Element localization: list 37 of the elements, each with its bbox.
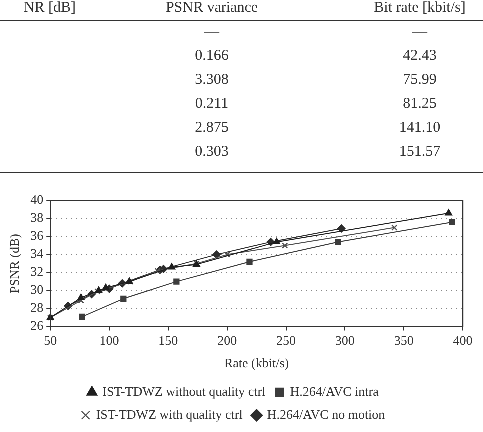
x-tick-label: 200	[218, 333, 238, 348]
legend-label: IST-TDWZ with quality ctrl	[96, 406, 244, 422]
text: 151.57	[399, 144, 441, 161]
text: NR [dB]	[24, 0, 76, 17]
text: 81.25	[403, 96, 437, 113]
legend-label: IST-TDWZ without quality ctrl	[102, 384, 266, 399]
text: 0.166	[195, 48, 229, 65]
x-tick-label: 300	[335, 333, 355, 348]
text: 2.875	[195, 120, 229, 137]
legend-label: H.264/AVC intra	[290, 384, 380, 399]
x-tick-label: 250	[276, 333, 296, 348]
text: —	[204, 24, 220, 41]
y-tick-label: 28	[30, 300, 44, 316]
legend-label: H.264/AVC no motion	[267, 406, 386, 422]
y-tick-label: 40	[30, 192, 44, 208]
x-tick-label: 50	[44, 333, 58, 348]
x-tick-label: 400	[453, 333, 473, 348]
x-tick-label: 150	[158, 333, 178, 348]
text: —	[412, 24, 428, 41]
text: 3.308	[195, 72, 229, 89]
x-axis-title: Rate (kbit/s)	[224, 356, 290, 371]
y-axis-title: PSNR (dB)	[7, 234, 22, 294]
text: PSNR variance	[166, 0, 258, 17]
y-tick-label: 30	[30, 282, 44, 298]
text: 0.211	[195, 96, 229, 113]
y-tick-label: 32	[30, 264, 44, 280]
y-tick-label: 38	[30, 210, 44, 226]
text: 0.303	[195, 144, 229, 161]
text: 141.10	[399, 120, 441, 137]
text: 42.43	[403, 48, 437, 65]
x-tick-label: 350	[394, 333, 414, 348]
text: 75.99	[403, 72, 437, 89]
y-tick-label: 34	[30, 246, 44, 262]
y-tick-label: 26	[30, 318, 44, 334]
x-tick-label: 100	[100, 333, 120, 348]
text: Bit rate [kbit/s]	[374, 0, 466, 17]
y-tick-label: 36	[30, 228, 44, 244]
